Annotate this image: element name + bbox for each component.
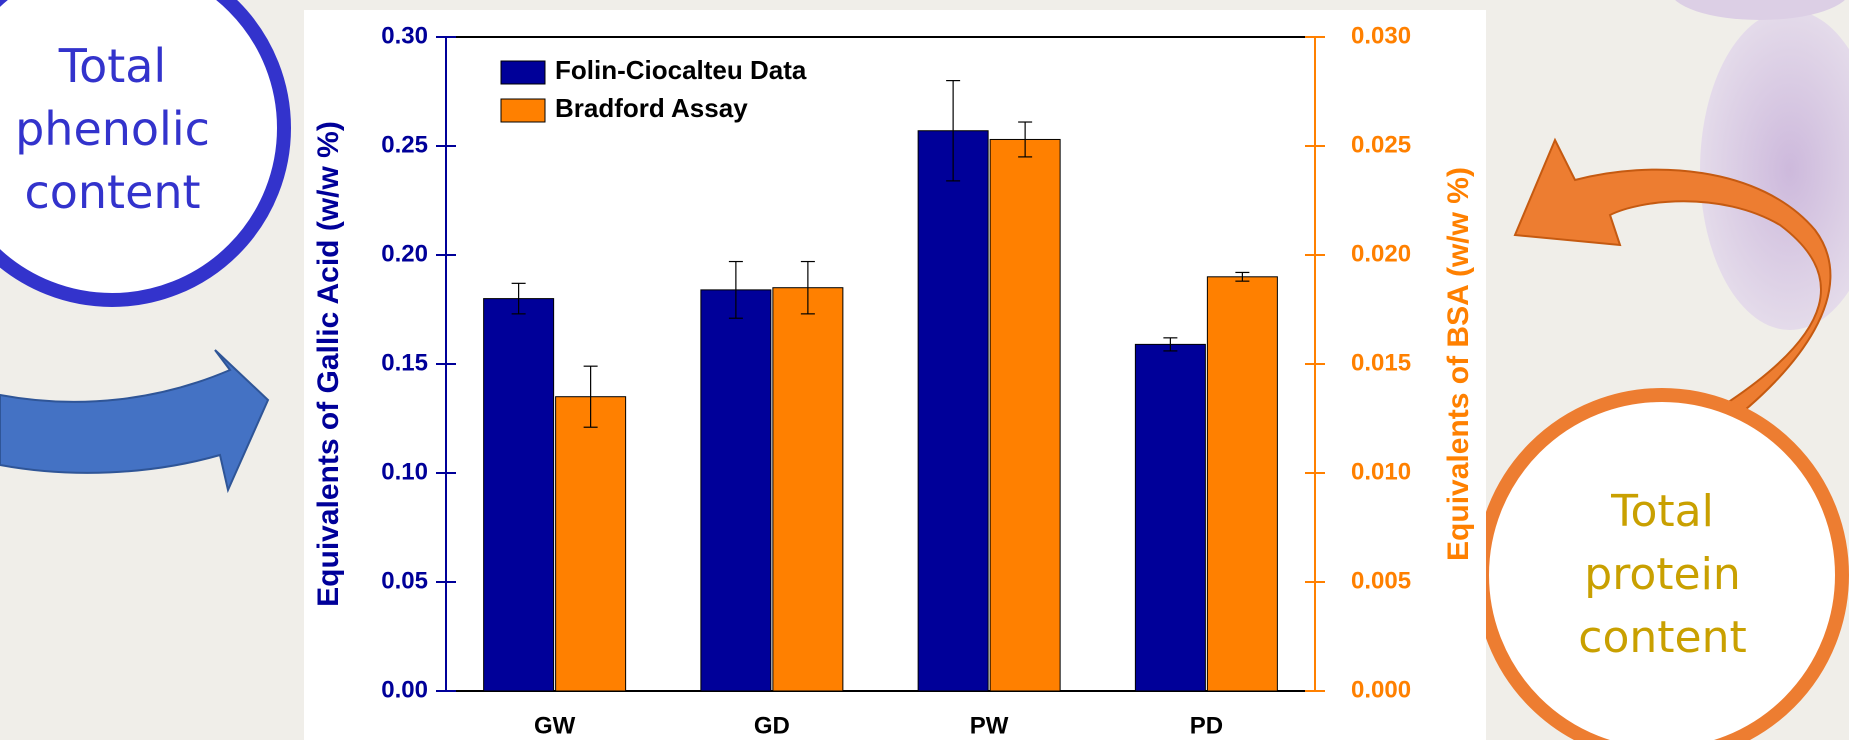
bar — [555, 396, 627, 692]
blue-arrow — [0, 349, 270, 494]
y2-tick-label: 0.020 — [1351, 240, 1411, 267]
error-bar — [800, 260, 815, 315]
x-tick-label: PW — [970, 712, 1009, 739]
legend-label: Folin-Ciocalteu Data — [555, 55, 807, 85]
bar — [917, 130, 989, 692]
bar — [1134, 343, 1206, 692]
error-bar — [728, 260, 743, 319]
legend-label: Bradford Assay — [555, 93, 748, 123]
y2-tick-label: 0.030 — [1351, 22, 1411, 49]
error-bar — [946, 79, 961, 182]
y2-tick-label: 0.005 — [1351, 567, 1411, 594]
bar — [1206, 276, 1278, 692]
decor-blob — [1675, 0, 1845, 20]
y-tick-label: 0.20 — [381, 240, 428, 267]
legend-swatch — [500, 98, 546, 123]
bar — [772, 287, 844, 692]
y-axis-label: Equivalents of Gallic Acid (w/w %) — [312, 121, 345, 607]
annotation: Total phenolic content — [15, 39, 210, 219]
phenolic-circle — [0, 0, 291, 307]
annotation-box: Total protein content — [1578, 486, 1747, 663]
annotation-box: Total phenolic content — [15, 39, 210, 219]
y-tick-label: 0.15 — [381, 349, 428, 376]
legend-swatch — [500, 60, 546, 85]
y-tick-label: 0.05 — [381, 567, 428, 594]
y-tick-label: 0.10 — [381, 458, 428, 485]
y-tick-label: 0.00 — [381, 676, 428, 703]
error-bar — [511, 282, 526, 315]
y2-axis-label: Equivalents of BSA (w/w %) — [1442, 167, 1475, 561]
y2-tick-label: 0.015 — [1351, 349, 1411, 376]
bar — [989, 138, 1061, 692]
y-tick-label: 0.25 — [381, 131, 428, 158]
error-bar — [583, 365, 598, 428]
bar — [483, 298, 555, 692]
error-bar — [1235, 271, 1250, 282]
bar — [700, 289, 772, 692]
y2-tick-label: 0.000 — [1351, 676, 1411, 703]
y2-tick-label: 0.010 — [1351, 458, 1411, 485]
y-tick-label: 0.30 — [381, 22, 428, 49]
x-tick-label: GD — [754, 712, 790, 739]
annotation: Total protein content — [1578, 486, 1747, 663]
plot-panel — [304, 10, 1486, 740]
x-tick-label: GW — [534, 712, 576, 739]
error-bar — [1163, 337, 1178, 352]
error-bar — [1018, 121, 1033, 158]
orange-arrow — [1513, 137, 1832, 432]
y2-tick-label: 0.025 — [1351, 131, 1411, 158]
x-tick-label: PD — [1190, 712, 1223, 739]
